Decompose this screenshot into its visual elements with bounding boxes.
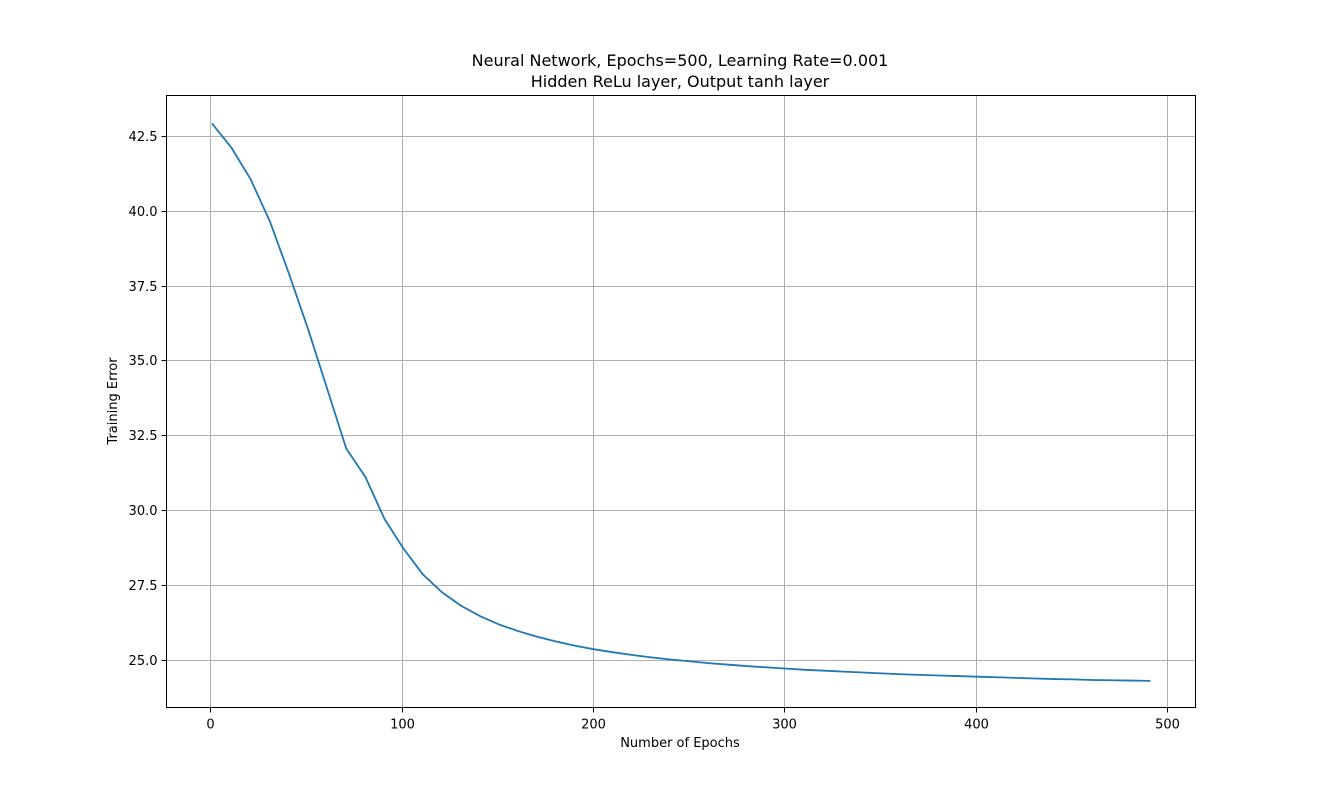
y-axis-label: Training Error — [106, 357, 121, 446]
x-tick-label: 100 — [390, 718, 415, 733]
y-tick-label: 37.5 — [129, 280, 158, 295]
x-axis-label: Number of Epochs — [620, 736, 740, 751]
y-gridlines — [166, 136, 1196, 661]
chart-subtitle: Hidden ReLu layer, Output tanh layer — [531, 72, 830, 91]
y-tick-label: 25.0 — [129, 654, 158, 669]
x-tick-label: 200 — [581, 718, 606, 733]
y-tick-label: 40.0 — [129, 205, 158, 220]
chart-title: Neural Network, Epochs=500, Learning Rat… — [472, 51, 889, 70]
x-tick-label: 500 — [1155, 718, 1180, 733]
y-tick-label: 42.5 — [129, 130, 158, 145]
y-tick-label: 30.0 — [129, 504, 158, 519]
y-tick-label: 35.0 — [129, 354, 158, 369]
x-tick-label: 400 — [964, 718, 989, 733]
x-tick-label: 0 — [206, 718, 214, 733]
y-axis-ticks: 25.0 27.5 30.0 32.5 35.0 37.5 40.0 42.5 — [129, 130, 167, 669]
x-gridlines — [210, 95, 1168, 708]
training-error-line — [211, 123, 1151, 682]
series-group — [211, 123, 1151, 682]
plot-frame — [166, 95, 1196, 708]
x-tick-label: 300 — [772, 718, 797, 733]
y-tick-label: 32.5 — [129, 429, 158, 444]
x-axis-ticks: 0 100 200 300 400 500 — [206, 707, 1180, 733]
y-tick-label: 27.5 — [129, 579, 158, 594]
